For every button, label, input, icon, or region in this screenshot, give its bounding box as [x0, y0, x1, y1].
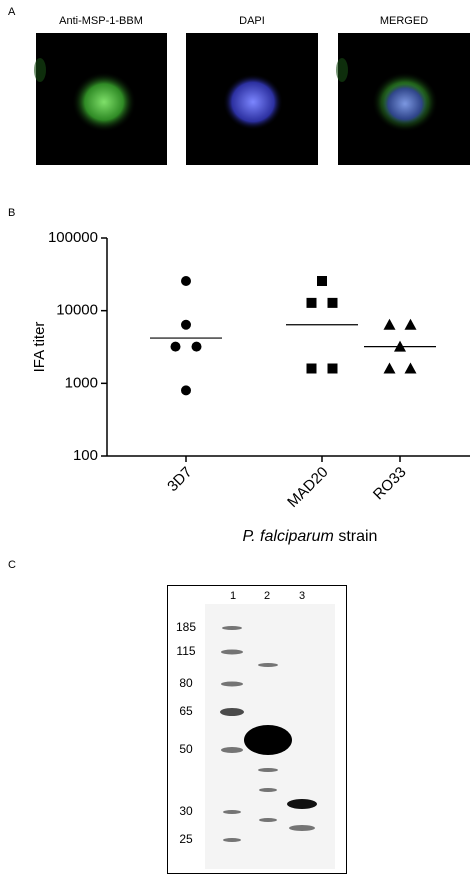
point	[404, 318, 417, 330]
point	[191, 341, 202, 352]
mw-label: 115	[176, 644, 195, 658]
point	[170, 341, 181, 352]
point	[181, 276, 191, 287]
point	[306, 297, 317, 308]
panel-label: C	[8, 559, 16, 571]
point	[317, 276, 327, 287]
mw-label: 30	[179, 804, 193, 818]
x-axis-label: P. falciparum strain	[243, 528, 378, 545]
micrograph-blue	[186, 33, 318, 165]
mw-label: 65	[179, 704, 193, 718]
y-tick-label: 100000	[48, 229, 98, 246]
point	[383, 318, 396, 330]
x-tick-label: RO33	[370, 464, 410, 504]
y-tick-label: 1000	[65, 374, 98, 391]
x-tick-label: MAD20	[284, 464, 331, 511]
image-title: DAPI	[239, 15, 265, 27]
blot-labels: 1 2 3 185 115 80 65 50 30 25	[176, 590, 305, 846]
point	[327, 363, 338, 374]
point	[404, 362, 417, 374]
x-axis-label-rest: strain	[338, 528, 377, 545]
y-tick-label: 10000	[56, 302, 98, 319]
y-axis-label: IFA titer	[31, 322, 48, 373]
mw-label: 50	[179, 742, 193, 756]
micrograph-merged	[336, 33, 470, 165]
micrograph-green	[34, 33, 167, 165]
x-tick-label: 3D7	[164, 464, 195, 495]
x-axis-label-italic: P. falciparum	[243, 528, 334, 545]
point	[383, 362, 396, 374]
mw-label: 80	[179, 676, 193, 690]
point	[306, 363, 317, 374]
mw-label: 25	[179, 832, 193, 846]
lane-label: 3	[299, 590, 305, 602]
lane-label: 1	[230, 590, 236, 602]
mw-label: 185	[176, 620, 196, 634]
point	[327, 297, 338, 308]
panel-label: B	[8, 207, 15, 219]
lane-label: 2	[264, 590, 270, 602]
point	[181, 319, 191, 330]
panel-label: A	[8, 6, 16, 18]
image-title: Anti-MSP-1-BBM	[59, 15, 143, 27]
western-blot	[167, 585, 347, 874]
point	[181, 385, 191, 396]
image-title: MERGED	[380, 15, 428, 27]
scatter-chart: 100 1000 10000 100000 3D7 MAD20 RO33	[48, 229, 470, 511]
y-tick-label: 100	[73, 447, 98, 464]
